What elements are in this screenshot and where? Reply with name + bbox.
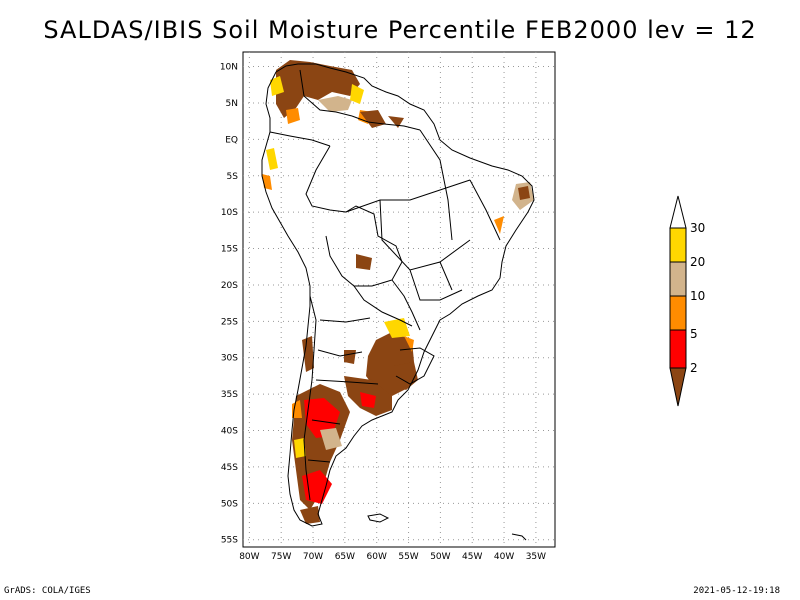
- lon-tick-label: 70W: [303, 552, 323, 562]
- border-chile-argentina: [303, 295, 317, 501]
- region-patagonia-yellow: [294, 438, 306, 458]
- border-brazil-uruguay: [395, 347, 435, 385]
- region-patagonia-tan: [320, 428, 342, 450]
- country-borders: [261, 63, 535, 541]
- map-frame: [242, 51, 556, 548]
- region-north-brown: [276, 60, 360, 118]
- lon-tick-label: 60W: [367, 552, 387, 562]
- map-title: SALDAS/IBIS Soil Moisture Percentile FEB…: [43, 16, 757, 44]
- shaded-regions: [262, 60, 534, 524]
- legend-box-20-30: [669, 227, 687, 263]
- region-south-yellow: [384, 318, 410, 338]
- legend-box-10-20: [669, 261, 687, 297]
- lat-tick-label: 40S: [221, 427, 238, 437]
- region-patagonia-red: [304, 398, 340, 438]
- lat-tick-label: 30S: [221, 354, 238, 364]
- legend-box-2-5: [669, 329, 687, 369]
- lon-tick-label: 40W: [494, 552, 514, 562]
- lat-tick-label: 20S: [221, 281, 238, 291]
- legend-colorbar: [669, 195, 687, 407]
- region-chaco-brown: [344, 350, 356, 364]
- continent-outline: [261, 63, 535, 527]
- border-paraguay-argentina: [353, 285, 413, 327]
- lat-tick-label: 10N: [220, 63, 238, 73]
- lat-tick-label: 50S: [221, 499, 238, 509]
- footer-timestamp: 2021-05-12-19:18: [693, 586, 780, 596]
- legend-cap-top: [669, 195, 687, 229]
- lon-tick-label: 35W: [526, 552, 546, 562]
- border-colombia-peru: [269, 131, 331, 147]
- lat-tick-label: 25S: [221, 317, 238, 327]
- legend-level-label: 5: [690, 327, 698, 341]
- legend-level-label: 30: [690, 221, 705, 235]
- region-north-brown2: [360, 110, 404, 128]
- region-bolivia-brown: [356, 254, 372, 270]
- legend-level-label: 2: [690, 361, 698, 375]
- border-brazil-paraguay: [391, 279, 421, 331]
- longitude-labels: 80W 75W 70W 65W 60W 55W 50W 45W 40W 35W: [239, 552, 546, 562]
- lon-tick-label: 55W: [398, 552, 418, 562]
- lon-tick-label: 45W: [462, 552, 482, 562]
- latitude-labels: 10N 5N EQ 5S 10S 15S 20S 25S 30S 35S 40S 45S 50S 55S: [220, 63, 238, 546]
- legend-level-label: 10: [690, 289, 705, 303]
- legend-cap-bottom: [669, 367, 687, 407]
- lat-tick-label: 5S: [227, 172, 239, 182]
- legend-level-label: 20: [690, 255, 705, 269]
- legend-box-5-10: [669, 295, 687, 331]
- region-chile-brown: [302, 336, 314, 372]
- region-ne-brown: [518, 186, 530, 200]
- lat-tick-label: 55S: [221, 536, 238, 546]
- region-patagonia-orange: [292, 400, 302, 418]
- lat-tick-label: 35S: [221, 390, 238, 400]
- region-coast-yellow: [266, 148, 278, 170]
- border-bolivia: [325, 205, 403, 287]
- lat-tick-label: 15S: [221, 245, 238, 255]
- lon-tick-label: 80W: [239, 552, 259, 562]
- region-north-tan: [318, 96, 352, 112]
- argentina-provinces: [307, 317, 379, 463]
- footer-credit: GrADS: COLA/IGES: [4, 586, 91, 596]
- region-south-orange: [404, 336, 414, 352]
- region-tierra-brown: [300, 506, 320, 524]
- lon-tick-label: 75W: [271, 552, 291, 562]
- region-ne-orange: [494, 216, 504, 234]
- border-peru-brazil: [305, 145, 347, 213]
- region-north-orange: [286, 108, 372, 124]
- south-georgia: [511, 533, 527, 541]
- lat-tick-label: 45S: [221, 463, 238, 473]
- lat-tick-label: EQ: [225, 135, 238, 145]
- lat-tick-label: 5N: [226, 99, 238, 109]
- legend-labels: 30 20 10 5 2: [690, 221, 705, 375]
- region-uruguay-brown: [394, 362, 418, 390]
- brazil-states: [345, 129, 501, 301]
- border-venezuela-brazil: [351, 115, 421, 131]
- falklands: [367, 513, 390, 523]
- region-north-yellow: [270, 76, 364, 104]
- border-colombia-venezuela: [299, 69, 353, 117]
- lon-tick-label: 65W: [335, 552, 355, 562]
- lon-tick-label: 50W: [430, 552, 450, 562]
- lat-tick-label: 10S: [221, 208, 238, 218]
- region-pampas-red: [360, 392, 376, 408]
